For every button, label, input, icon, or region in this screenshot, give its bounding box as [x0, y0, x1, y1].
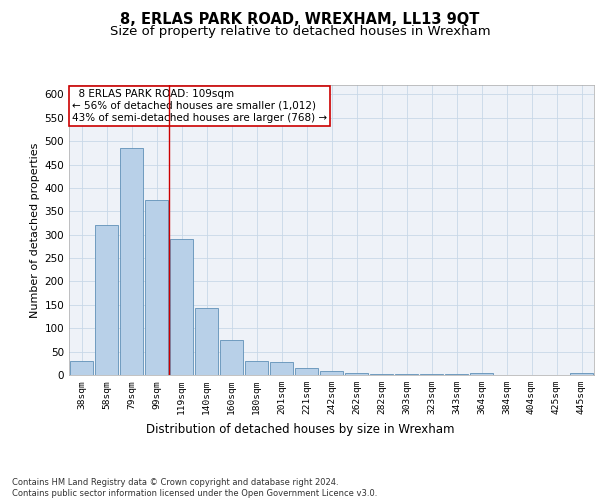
Y-axis label: Number of detached properties: Number of detached properties — [30, 142, 40, 318]
Bar — [470, 372, 493, 375]
Bar — [270, 362, 293, 375]
Bar — [145, 200, 168, 375]
Bar — [370, 374, 393, 375]
Bar — [345, 373, 368, 375]
Bar — [395, 374, 418, 375]
Bar — [570, 372, 593, 375]
Bar — [245, 361, 268, 375]
Bar — [195, 308, 218, 375]
Text: 8 ERLAS PARK ROAD: 109sqm  
← 56% of detached houses are smaller (1,012)
43% of : 8 ERLAS PARK ROAD: 109sqm ← 56% of detac… — [71, 90, 327, 122]
Bar — [320, 372, 343, 375]
Bar — [220, 340, 243, 375]
Bar — [95, 226, 118, 375]
Bar — [120, 148, 143, 375]
Bar — [70, 361, 93, 375]
Text: Contains HM Land Registry data © Crown copyright and database right 2024.
Contai: Contains HM Land Registry data © Crown c… — [12, 478, 377, 498]
Bar — [295, 368, 318, 375]
Text: 8, ERLAS PARK ROAD, WREXHAM, LL13 9QT: 8, ERLAS PARK ROAD, WREXHAM, LL13 9QT — [121, 12, 479, 28]
Text: Distribution of detached houses by size in Wrexham: Distribution of detached houses by size … — [146, 422, 454, 436]
Bar — [420, 374, 443, 375]
Bar — [445, 374, 468, 375]
Text: Size of property relative to detached houses in Wrexham: Size of property relative to detached ho… — [110, 25, 490, 38]
Bar — [170, 240, 193, 375]
